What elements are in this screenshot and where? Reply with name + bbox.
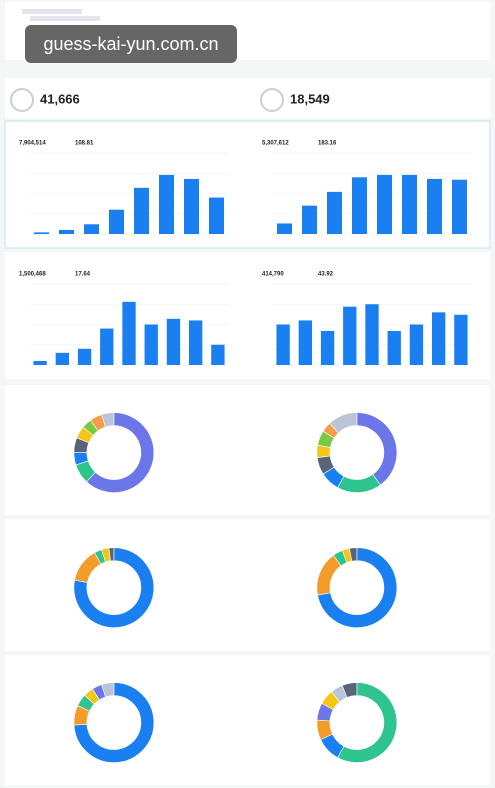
bar bbox=[100, 328, 114, 365]
bar bbox=[302, 205, 317, 234]
summary-value: 108.81 bbox=[75, 141, 94, 147]
watermark-box bbox=[25, 25, 237, 63]
filter-placeholder bbox=[30, 16, 100, 21]
bar bbox=[298, 320, 312, 365]
bar bbox=[134, 187, 149, 234]
kpi-value: 18,549 bbox=[290, 91, 330, 106]
bar bbox=[159, 174, 174, 234]
bar bbox=[184, 178, 199, 234]
summary-value: 414,790 bbox=[262, 272, 284, 278]
donut-segment bbox=[73, 682, 155, 763]
donut-segment bbox=[341, 682, 358, 698]
kpi-ring bbox=[10, 88, 34, 112]
bar bbox=[365, 304, 379, 365]
bar bbox=[387, 330, 401, 365]
bar bbox=[77, 348, 92, 365]
bar bbox=[352, 177, 367, 234]
summary-value: 17.64 bbox=[75, 272, 91, 278]
bar bbox=[55, 352, 69, 365]
bar bbox=[277, 223, 292, 234]
filter-placeholder bbox=[22, 9, 82, 14]
bar bbox=[327, 191, 342, 234]
bar bbox=[402, 174, 417, 234]
bar bbox=[211, 344, 225, 365]
bar bbox=[452, 179, 467, 234]
donut-segment bbox=[101, 682, 115, 698]
kpi-panel bbox=[5, 78, 490, 118]
bar bbox=[409, 324, 424, 365]
bar bbox=[33, 360, 47, 365]
bar bbox=[320, 330, 335, 365]
kpi-value: 41,666 bbox=[40, 91, 80, 106]
bar bbox=[189, 320, 203, 365]
bar bbox=[276, 324, 290, 365]
bar bbox=[59, 229, 74, 234]
donut-segment bbox=[337, 682, 398, 763]
bar bbox=[144, 324, 158, 365]
donut-segment bbox=[73, 547, 155, 628]
watermark: guess-kai-yun.com.cn bbox=[43, 34, 218, 54]
donut-segment bbox=[329, 412, 358, 434]
donut-segment bbox=[108, 547, 115, 562]
summary-value: 1,500,468 bbox=[19, 272, 46, 278]
summary-value: 183.16 bbox=[318, 141, 337, 147]
bar bbox=[166, 318, 181, 365]
bar bbox=[84, 224, 99, 234]
donut-segment bbox=[86, 412, 155, 493]
donut-segment bbox=[101, 412, 115, 428]
bar bbox=[343, 306, 357, 365]
donut-segment bbox=[317, 547, 398, 628]
summary-value: 43.92 bbox=[318, 272, 334, 278]
bar bbox=[122, 301, 136, 365]
bar bbox=[109, 209, 124, 234]
bar bbox=[427, 178, 442, 234]
bar bbox=[377, 174, 392, 234]
charts: 7,904,514 108.81 5,307,612 183.16 1,500,468 1… bbox=[19, 141, 472, 763]
bar bbox=[209, 197, 224, 234]
bar bbox=[454, 314, 468, 365]
kpi-ring bbox=[260, 88, 284, 112]
summary-value: 5,307,612 bbox=[262, 141, 289, 147]
bar bbox=[432, 312, 446, 365]
bar bbox=[34, 232, 49, 234]
summary-value: 7,904,514 bbox=[19, 141, 46, 147]
donut-segment bbox=[349, 547, 358, 562]
